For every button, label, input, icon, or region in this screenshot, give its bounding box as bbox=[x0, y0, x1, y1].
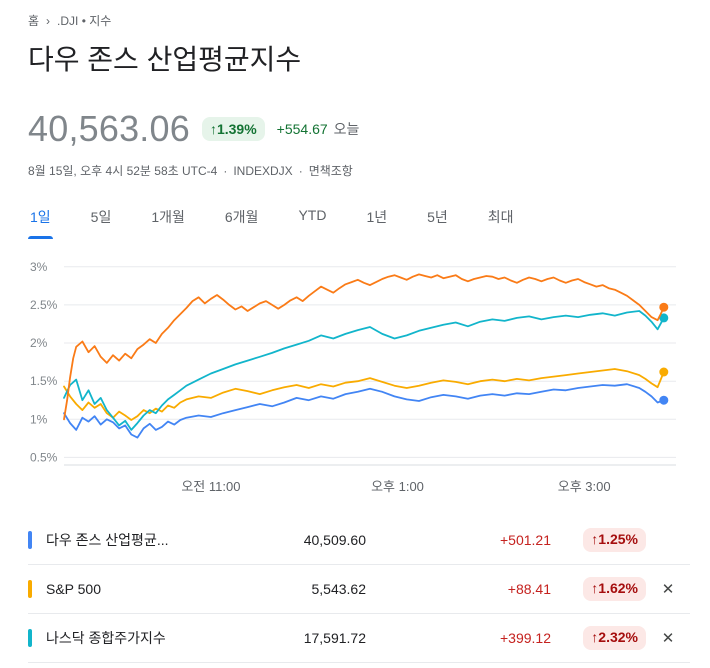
tab-ytd[interactable]: YTD bbox=[298, 207, 327, 223]
change-amount: +554.67 bbox=[276, 121, 328, 137]
svg-text:3%: 3% bbox=[30, 260, 48, 274]
chevron-right-icon: › bbox=[46, 13, 51, 28]
index-percent-cell: ↑1.25% bbox=[551, 528, 646, 552]
time-range-tabs: 1일 5일 1개월 6개월 YTD 1년 5년 최대 bbox=[28, 201, 690, 239]
disclaimer-link[interactable]: 면책조항 bbox=[308, 164, 353, 178]
svg-text:1.5%: 1.5% bbox=[30, 374, 58, 388]
series-color-bar bbox=[28, 531, 32, 549]
close-icon[interactable]: ✕ bbox=[661, 630, 675, 647]
svg-text:2%: 2% bbox=[30, 336, 48, 350]
svg-text:오전 11:00: 오전 11:00 bbox=[181, 479, 240, 494]
index-percent-badge: ↑1.25% bbox=[583, 528, 646, 552]
index-name-cell: 나스닥 종합주가지수 bbox=[28, 628, 216, 648]
tab-1y[interactable]: 1년 bbox=[366, 209, 388, 225]
index-percent-cell: ↑2.32% bbox=[551, 626, 646, 650]
index-name-cell: S&P 500 bbox=[28, 580, 216, 598]
svg-text:오후 1:00: 오후 1:00 bbox=[371, 479, 424, 494]
tab-max[interactable]: 최대 bbox=[487, 209, 514, 225]
tab-1m[interactable]: 1개월 bbox=[151, 209, 185, 225]
price-row: 40,563.06 ↑1.39% +554.67 오늘 bbox=[28, 108, 690, 150]
watchlist-row[interactable]: 러셀 2000 지수2,135.85+51.53↑2.47%✕ bbox=[28, 663, 690, 668]
tab-5y[interactable]: 5년 bbox=[427, 209, 448, 225]
change-period-label: 오늘 bbox=[333, 121, 360, 137]
index-name: S&P 500 bbox=[46, 581, 102, 597]
index-change: +501.21 bbox=[500, 532, 551, 548]
tab-6m[interactable]: 6개월 bbox=[224, 209, 259, 225]
timestamp: 8월 15일, 오후 4시 52분 58초 UTC-4 bbox=[28, 164, 218, 178]
tab-5d[interactable]: 5일 bbox=[90, 209, 112, 225]
quote-meta-line: 8월 15일, 오후 4시 52분 58초 UTC-4 · INDEXDJX ·… bbox=[28, 162, 690, 179]
index-percent-badge: ↑1.62% bbox=[583, 577, 646, 601]
separator-dot: · bbox=[298, 163, 303, 178]
index-percent-badge: ↑2.32% bbox=[583, 626, 646, 650]
breadcrumb-home-link[interactable]: 홈 bbox=[28, 14, 40, 28]
tab-1d[interactable]: 1일 bbox=[28, 201, 53, 239]
change-percent-badge: ↑1.39% bbox=[201, 117, 265, 141]
index-change: +88.41 bbox=[507, 581, 551, 597]
watchlist-row[interactable]: 나스닥 종합주가지수 17,591.72 +399.12 ↑2.32% ✕ bbox=[28, 614, 690, 663]
index-name: 나스닥 종합주가지수 bbox=[46, 630, 166, 646]
breadcrumb: 홈 › .DJI • 지수 bbox=[28, 10, 690, 29]
index-change: +399.12 bbox=[500, 630, 551, 646]
exchange-label: INDEXDJX bbox=[233, 163, 293, 178]
current-price: 40,563.06 bbox=[28, 108, 190, 149]
index-value: 5,543.62 bbox=[311, 581, 367, 597]
svg-text:0.5%: 0.5% bbox=[30, 450, 58, 464]
breadcrumb-current-symbol: .DJI • 지수 bbox=[57, 14, 112, 28]
index-percent-cell: ↑1.62% bbox=[551, 577, 646, 601]
index-name: 다우 존스 산업평균... bbox=[46, 532, 169, 548]
close-icon[interactable]: ✕ bbox=[661, 581, 675, 598]
index-value: 40,509.60 bbox=[303, 532, 366, 548]
watchlist-row[interactable]: S&P 500 5,543.62 +88.41 ↑1.62% ✕ bbox=[28, 565, 690, 614]
index-value: 17,591.72 bbox=[303, 630, 366, 646]
chart-container[interactable]: 0.5% 1% 1.5% 2% 2.5% 3% 오전 11:00 오후 1:00 오후 3:00 bbox=[28, 253, 690, 512]
watchlist-row[interactable]: 다우 존스 산업평균... 40,509.60 +501.21 ↑1.25% bbox=[28, 516, 690, 565]
svg-text:1%: 1% bbox=[30, 412, 48, 426]
svg-text:2.5%: 2.5% bbox=[30, 298, 58, 312]
svg-text:오후 3:00: 오후 3:00 bbox=[558, 479, 611, 494]
price-chart[interactable]: 0.5% 1% 1.5% 2% 2.5% 3% 오전 11:00 오후 1:00 오후 3:00 bbox=[28, 253, 690, 507]
index-name-cell: 다우 존스 산업평균... bbox=[28, 530, 216, 550]
series-color-bar bbox=[28, 580, 32, 598]
page-title: 다우 존스 산업평균지수 bbox=[28, 44, 302, 75]
index-comparison-list: 다우 존스 산업평균... 40,509.60 +501.21 ↑1.25% S&P 5… bbox=[28, 516, 690, 668]
series-color-bar bbox=[28, 629, 32, 647]
separator-dot: · bbox=[223, 163, 228, 178]
